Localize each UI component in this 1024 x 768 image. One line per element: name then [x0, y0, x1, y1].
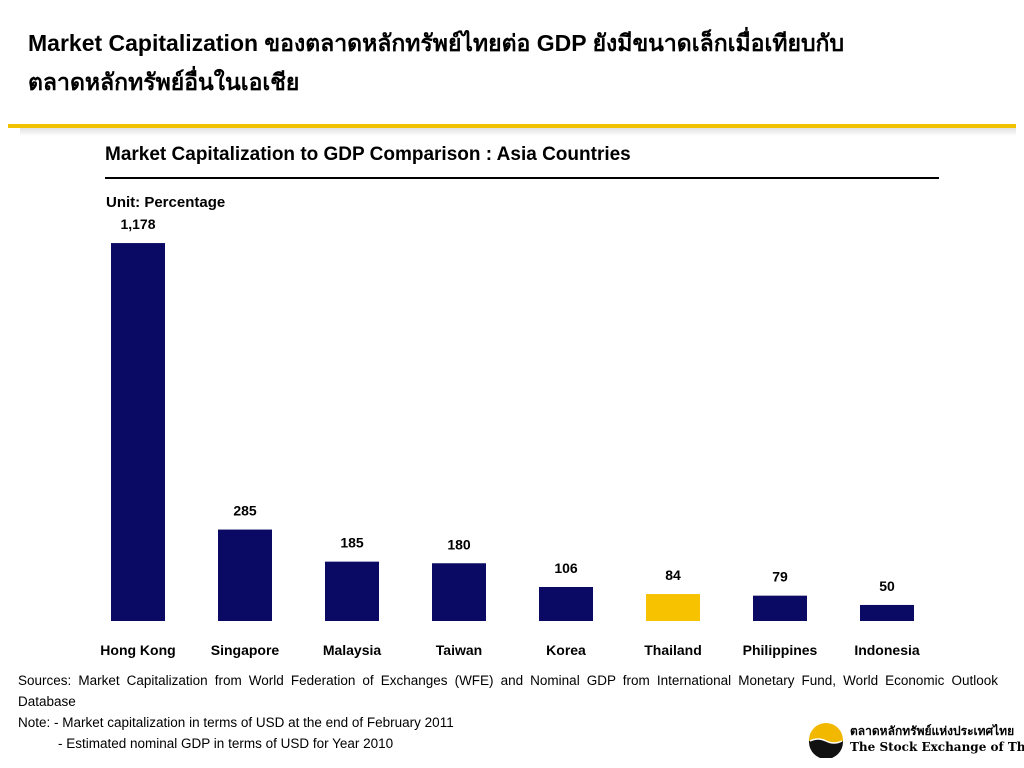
value-label-taiwan: 180 [447, 536, 471, 552]
value-label-singapore: 285 [233, 503, 257, 519]
bar-singapore [218, 529, 272, 621]
unit-label: Unit: Percentage [106, 194, 226, 211]
bar-philippines [753, 595, 807, 621]
category-label-thailand: Thailand [644, 642, 702, 658]
bar-malaysia [325, 561, 379, 621]
sources-text: Sources: Market Capitalization from Worl… [18, 673, 998, 709]
set-logo-icon [809, 723, 843, 758]
logo-english-text: The Stock Exchange of Thailand [850, 740, 1024, 754]
bar-thailand [646, 594, 700, 621]
category-label-korea: Korea [546, 642, 586, 658]
category-label-singapore: Singapore [211, 642, 280, 658]
bars-group [111, 243, 914, 621]
value-labels-group: 1,178 285 185 180 106 84 79 50 [120, 216, 895, 594]
value-label-philippines: 79 [772, 569, 788, 585]
category-label-malaysia: Malaysia [323, 642, 382, 658]
category-label-taiwan: Taiwan [436, 642, 482, 658]
logo-thai-text: ตลาดหลักทรัพย์แห่งประเทศไทย [850, 724, 1015, 738]
bar-chart: 1,178 285 185 180 106 84 79 50 Hong Kong Singapo… [100, 216, 920, 658]
note-line-2: - Estimated nominal GDP in terms of USD … [58, 736, 394, 751]
bar-taiwan [432, 563, 486, 621]
category-labels-group: Hong Kong Singapore Malaysia Taiwan Korea Tha… [100, 642, 920, 658]
value-label-thailand: 84 [665, 567, 681, 583]
value-label-hong-kong: 1,178 [120, 216, 155, 232]
value-label-malaysia: 185 [340, 535, 364, 551]
bar-indonesia [860, 604, 914, 621]
bar-korea [539, 586, 593, 621]
title-divider [8, 124, 1016, 128]
footer-notes: Sources: Market Capitalization from Worl… [18, 670, 998, 754]
title-divider-shadow [20, 128, 1016, 136]
note-line-1: Note: - Market capitalization in terms o… [18, 715, 454, 730]
chart-title: Market Capitalization to GDP Comparison … [105, 144, 631, 165]
value-label-indonesia: 50 [879, 578, 895, 594]
bar-hong-kong [111, 243, 165, 621]
set-logo: ตลาดหลักทรัพย์แห่งประเทศไทย The Stock Ex… [808, 718, 1024, 762]
category-label-indonesia: Indonesia [854, 642, 920, 658]
category-label-philippines: Philippines [743, 642, 818, 658]
chart-title-divider [105, 177, 939, 179]
slide-title: Market Capitalization ของตลาดหลักทรัพย์ไ… [28, 30, 845, 95]
category-label-hong-kong: Hong Kong [100, 642, 175, 658]
value-label-korea: 106 [554, 560, 578, 576]
